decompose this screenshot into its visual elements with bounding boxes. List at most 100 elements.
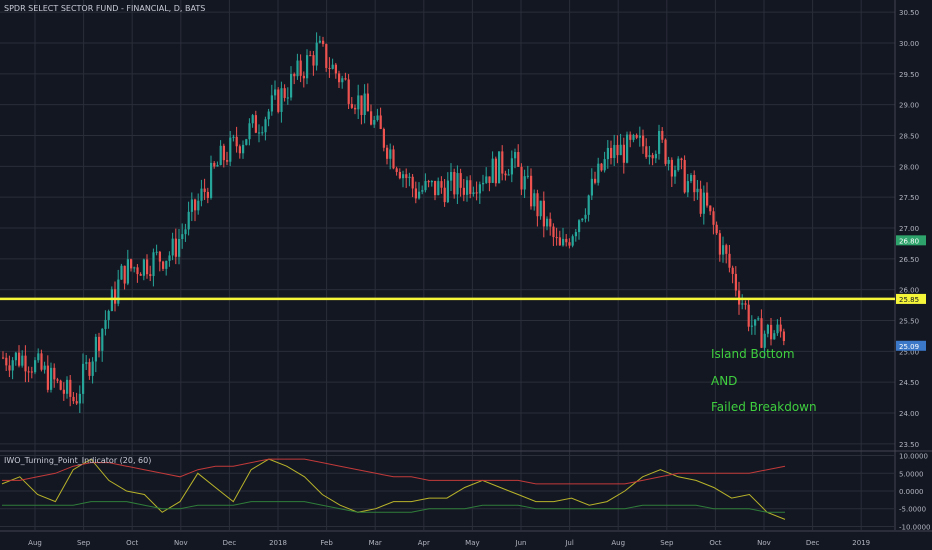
candle-body — [690, 175, 693, 182]
candle-body — [203, 188, 206, 192]
price-tick-label: 25.00 — [899, 348, 919, 356]
candle-body — [347, 79, 350, 104]
candle-body — [504, 173, 507, 176]
candle-body — [645, 146, 648, 158]
candle-body — [251, 115, 254, 124]
candle-body — [648, 155, 651, 158]
candle-body — [606, 147, 609, 160]
candle-body — [194, 199, 197, 211]
time-tick-label: 2019 — [852, 539, 870, 547]
candle-body — [715, 224, 718, 234]
candle-body — [526, 175, 529, 177]
candle-body — [338, 73, 341, 83]
candle-body — [126, 259, 129, 284]
candle-body — [616, 144, 619, 156]
time-tick-label: Feb — [320, 539, 333, 547]
candle-body — [72, 396, 75, 402]
candle-body — [104, 319, 107, 329]
indicator-tick-label: 10.0000 — [899, 453, 928, 461]
candle-body — [322, 40, 325, 45]
candle-body — [91, 361, 94, 376]
candle-body — [533, 193, 536, 207]
candle-body — [421, 190, 424, 192]
candle-body — [200, 188, 203, 201]
candle-body — [722, 245, 725, 255]
candle-body — [395, 168, 398, 172]
annotation-and: AND — [711, 374, 738, 388]
price-tick-label: 27.00 — [899, 225, 919, 233]
time-tick-label: Sep — [660, 539, 674, 547]
candle-body — [408, 176, 411, 179]
price-tick-label: 26.50 — [899, 256, 919, 264]
candle-body — [485, 176, 488, 183]
candle-body — [558, 237, 561, 246]
candle-body — [219, 145, 222, 166]
time-tick-label: Nov — [757, 539, 771, 547]
candle-body — [443, 187, 446, 203]
candle-body — [171, 238, 174, 256]
candle-body — [747, 304, 750, 327]
candle-body — [50, 367, 53, 390]
candle-body — [5, 357, 8, 366]
candle-body — [139, 274, 142, 276]
candle-body — [664, 139, 667, 164]
candle-body — [658, 130, 661, 154]
candle-body — [280, 88, 283, 112]
candle-body — [184, 229, 187, 235]
time-tick-label: Jul — [564, 539, 574, 547]
candle-body — [363, 93, 366, 116]
price-tag — [896, 235, 926, 246]
candle-body — [78, 393, 81, 404]
time-tick-label: Aug — [611, 539, 625, 547]
candle-body — [40, 353, 43, 370]
candle-body — [290, 73, 293, 98]
candle-body — [459, 173, 462, 188]
candle-body — [699, 188, 702, 214]
candle-body — [706, 192, 709, 206]
candle-body — [120, 265, 123, 280]
indicator-tick-label: 5.0000 — [899, 470, 924, 478]
candle-body — [117, 279, 120, 304]
candle-body — [216, 165, 219, 167]
price-tick-label: 23.50 — [899, 441, 919, 449]
candle-body — [494, 158, 497, 184]
candle-body — [782, 331, 785, 342]
candle-body — [277, 89, 280, 112]
candle-body — [2, 357, 5, 359]
candle-body — [594, 178, 597, 183]
time-tick-label: Mar — [369, 539, 382, 547]
annotation-island-bottom: Island Bottom — [711, 347, 795, 361]
candle-body — [539, 200, 542, 217]
candle-body — [613, 144, 616, 159]
candle-body — [581, 218, 584, 221]
candle-body — [318, 40, 321, 43]
price-tick-label: 30.50 — [899, 9, 919, 17]
candle-body — [674, 170, 677, 177]
candle-body — [146, 259, 149, 275]
candle-body — [427, 181, 430, 183]
candle-body — [258, 132, 261, 134]
candle-body — [136, 267, 139, 275]
candle-body — [27, 371, 30, 373]
candle-body — [603, 159, 606, 171]
candle-body — [360, 95, 363, 116]
candle-body — [350, 103, 353, 108]
chart-title: SPDR SELECT SECTOR FUND - FINANCIAL, D, … — [4, 4, 206, 13]
candle-body — [155, 251, 158, 253]
candle-body — [510, 158, 513, 175]
candle-body — [686, 181, 689, 193]
time-tick-label: Aug — [28, 539, 42, 547]
candle-body — [309, 55, 312, 57]
candle-body — [552, 226, 555, 238]
candle-body — [725, 245, 728, 254]
candle-body — [357, 95, 360, 110]
candle-body — [30, 371, 33, 373]
candle-body — [402, 174, 405, 179]
indicator-title: IWO_Turning_Point_Indicator (20, 60) — [4, 456, 152, 465]
candle-body — [568, 242, 571, 246]
candle-body — [392, 149, 395, 169]
candle-body — [555, 237, 558, 239]
candle-body — [162, 261, 165, 269]
candle-body — [306, 55, 309, 79]
